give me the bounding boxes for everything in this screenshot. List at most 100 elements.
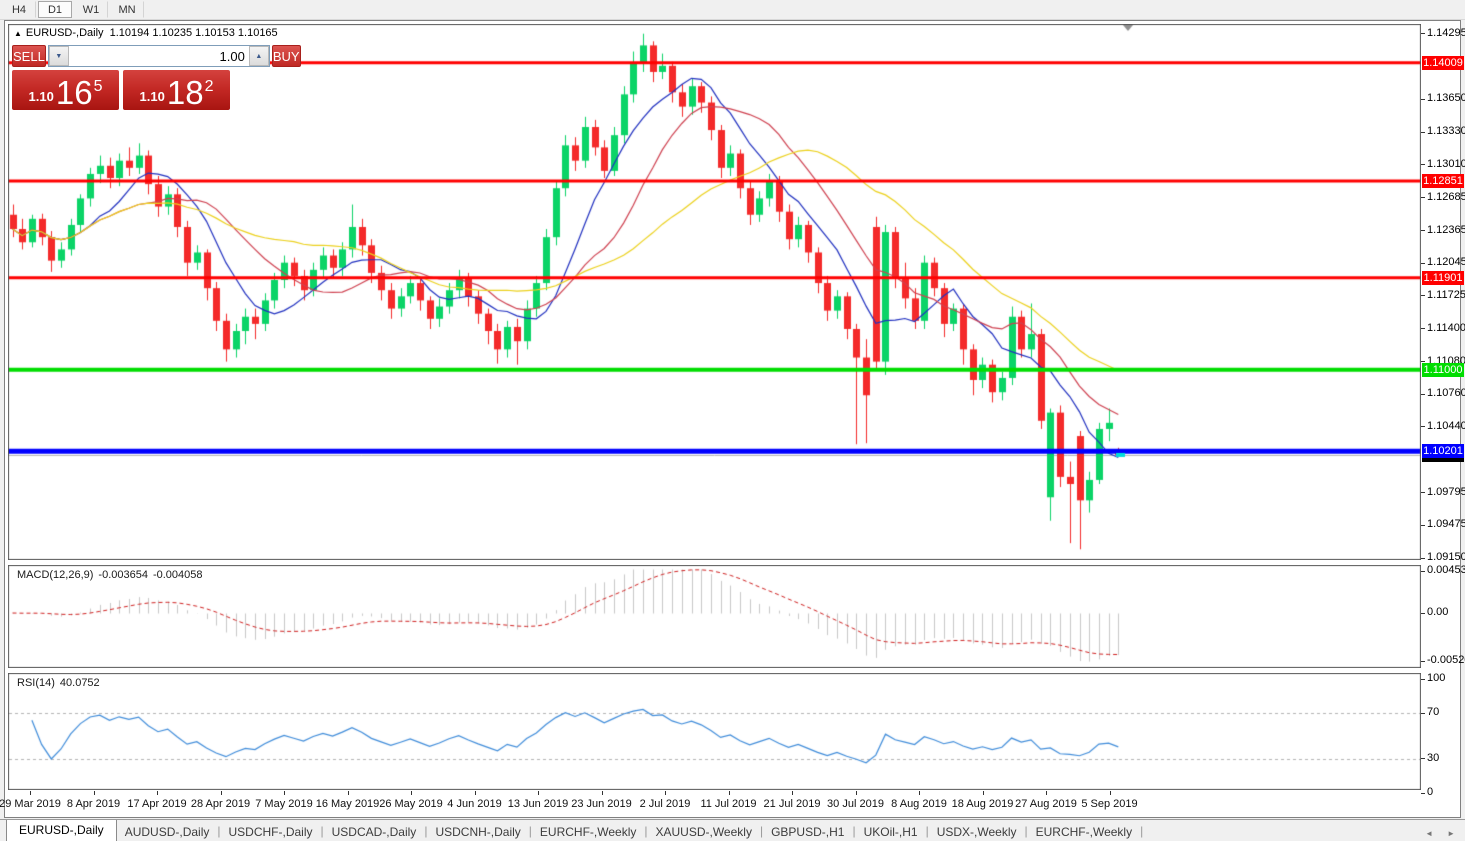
macd-label: MACD(12,26,9) -0.003654 -0.004058 bbox=[17, 569, 208, 581]
price-axis-label: 1.11080 bbox=[1427, 354, 1465, 367]
tab-divider: | bbox=[759, 824, 764, 838]
date-axis-label: 16 May 2019 bbox=[315, 798, 380, 810]
date-axis-tick bbox=[792, 791, 793, 795]
date-axis-label: 18 Aug 2019 bbox=[951, 798, 1014, 810]
date-axis-label: 17 Apr 2019 bbox=[127, 798, 187, 810]
rsi-indicator-canvas[interactable] bbox=[8, 673, 1421, 790]
date-axis-tick bbox=[538, 791, 539, 795]
price-axis-tick bbox=[1421, 328, 1425, 330]
rsi-axis-label: 70 bbox=[1427, 706, 1440, 719]
macd-axis-tick bbox=[1421, 570, 1425, 572]
price-axis-tick bbox=[1421, 33, 1425, 35]
date-axis-tick bbox=[728, 791, 730, 795]
chart-tab-ukoil-h1[interactable]: UKOil-,H1 bbox=[863, 825, 918, 839]
price-axis-label: 1.13650 bbox=[1427, 92, 1465, 105]
date-axis-tick bbox=[1046, 791, 1047, 795]
rsi-axis-label: 0 bbox=[1427, 786, 1434, 798]
timeframe-button-d1[interactable]: D1 bbox=[38, 1, 72, 18]
price-axis-label: 1.10760 bbox=[1427, 387, 1465, 400]
chart-title: ▲ EURUSD-,Daily 1.10194 1.10235 1.10153 1.10… bbox=[14, 27, 281, 39]
tab-divider: | bbox=[424, 824, 428, 838]
price-axis-label: 1.11400 bbox=[1427, 321, 1465, 334]
volume-input[interactable] bbox=[68, 46, 249, 66]
sell-price-tile[interactable]: 1.10 16 5 bbox=[12, 70, 119, 110]
date-axis-tick bbox=[982, 791, 984, 795]
price-axis-tick bbox=[1421, 262, 1425, 264]
volume-decrease-button[interactable]: ▼ bbox=[48, 46, 69, 66]
chart-tab-usdcad-daily[interactable]: USDCAD-,Daily bbox=[331, 825, 417, 839]
tab-divider: | bbox=[644, 824, 648, 838]
price-axis-tick bbox=[1421, 131, 1425, 133]
chart-tab-gbpusd-h1[interactable]: GBPUSD-,H1 bbox=[771, 825, 845, 839]
rsi-axis-tick bbox=[1421, 792, 1425, 794]
chart-tab-eurchf-weekly[interactable]: EURCHF-,Weekly bbox=[539, 825, 637, 839]
macd-main-value: -0.003654 bbox=[98, 569, 148, 581]
rsi-axis-tick bbox=[1421, 758, 1425, 760]
chevron-up-icon: ▲ bbox=[255, 52, 263, 60]
price-axis-tick bbox=[1421, 393, 1425, 395]
date-axis-label: 29 Mar 2019 bbox=[0, 798, 61, 810]
price-axis-label: 1.12045 bbox=[1427, 256, 1465, 269]
price-axis-tick bbox=[1421, 492, 1425, 494]
sell-price-prefix: 1.10 bbox=[28, 89, 54, 104]
price-axis-tick bbox=[1421, 98, 1425, 100]
buy-price-tile[interactable]: 1.10 18 2 bbox=[123, 70, 230, 110]
timeframe-button-mn[interactable]: MN bbox=[110, 1, 144, 18]
volume-increase-button[interactable]: ▲ bbox=[248, 46, 269, 66]
date-axis-tick bbox=[665, 791, 666, 795]
date-axis-tick bbox=[601, 791, 603, 795]
date-axis-label: 4 Jun 2019 bbox=[447, 798, 502, 810]
date-axis-label: 28 Apr 2019 bbox=[190, 798, 251, 810]
date-axis-label: 11 Jul 2019 bbox=[700, 798, 757, 810]
collapse-triangle-icon[interactable]: ▲ bbox=[14, 29, 22, 38]
chart-symbol-period: EURUSD-,Daily bbox=[25, 27, 104, 39]
price-chart-canvas[interactable] bbox=[8, 24, 1421, 560]
tab-scroll-controls: ◄ ► bbox=[1425, 829, 1465, 841]
level-price-badge: 1.11000 bbox=[1422, 362, 1464, 377]
chart-tab-audusd-daily[interactable]: AUDUSD-,Daily bbox=[124, 825, 210, 839]
rsi-axis-label: 30 bbox=[1427, 751, 1440, 764]
price-axis-tick bbox=[1421, 295, 1425, 297]
chart-window: ▲ EURUSD-,Daily 1.10194 1.10235 1.10153 1.10… bbox=[0, 20, 1465, 818]
date-axis-label: 26 May 2019 bbox=[379, 798, 443, 810]
price-axis-label: 1.13010 bbox=[1427, 157, 1465, 170]
chart-tab-eurusd-daily[interactable]: EURUSD-,Daily bbox=[6, 820, 117, 841]
date-axis-label: 27 Aug 2019 bbox=[1015, 798, 1077, 810]
rsi-value: 40.0752 bbox=[59, 677, 100, 689]
chart-tab-usdchf-daily[interactable]: USDCHF-,Daily bbox=[228, 825, 313, 839]
buy-button[interactable]: BUY bbox=[271, 45, 301, 67]
price-axis-tick bbox=[1421, 361, 1425, 363]
price-axis-tick bbox=[1421, 524, 1425, 526]
price-axis-tick bbox=[1421, 197, 1425, 199]
tab-divider: | bbox=[1140, 824, 1144, 838]
price-axis-label: 1.12365 bbox=[1427, 223, 1465, 236]
tabs-scroll-left-icon[interactable]: ◄ bbox=[1425, 829, 1434, 838]
sell-price-sup: 5 bbox=[93, 78, 103, 95]
tabs-container: EURUSD-,Daily AUDUSD-,Daily | USDCHF-,Daily… bbox=[0, 820, 1425, 841]
timeframe-button-h4[interactable]: H4 bbox=[2, 1, 36, 18]
tab-divider: | bbox=[528, 824, 532, 838]
level-price-badge: 1.14009 bbox=[1422, 55, 1464, 70]
macd-name: MACD(12,26,9) bbox=[17, 569, 94, 581]
timeframe-button-w1[interactable]: W1 bbox=[74, 1, 108, 18]
chart-tab-usdcnh-daily[interactable]: USDCNH-,Daily bbox=[435, 825, 521, 839]
macd-axis-tick bbox=[1421, 612, 1425, 614]
macd-axis-tick bbox=[1421, 660, 1425, 662]
ohlc-open: 1.10194 bbox=[109, 27, 150, 39]
date-axis-tick bbox=[93, 791, 95, 795]
date-axis-tick bbox=[919, 791, 920, 795]
date-axis-tick bbox=[1109, 791, 1111, 795]
rsi-name: RSI(14) bbox=[17, 677, 55, 689]
price-axis-label: 1.14295 bbox=[1427, 26, 1465, 39]
sell-button[interactable]: SELL bbox=[12, 45, 46, 67]
tabs-scroll-right-icon[interactable]: ► bbox=[1447, 829, 1455, 838]
ohlc-close: 1.10165 bbox=[237, 27, 278, 39]
chart-tab-usdx-weekly[interactable]: USDX-,Weekly bbox=[936, 825, 1017, 839]
level-price-badge: 1.10201 bbox=[1422, 444, 1464, 459]
chart-tab-xauusd-weekly[interactable]: XAUUSD-,Weekly bbox=[655, 825, 752, 839]
chart-tab-eurchf-weekly[interactable]: EURCHF-,Weekly bbox=[1035, 825, 1133, 839]
date-axis-tick bbox=[411, 791, 412, 795]
macd-indicator-canvas[interactable] bbox=[8, 565, 1421, 668]
tab-divider: | bbox=[1024, 824, 1028, 838]
